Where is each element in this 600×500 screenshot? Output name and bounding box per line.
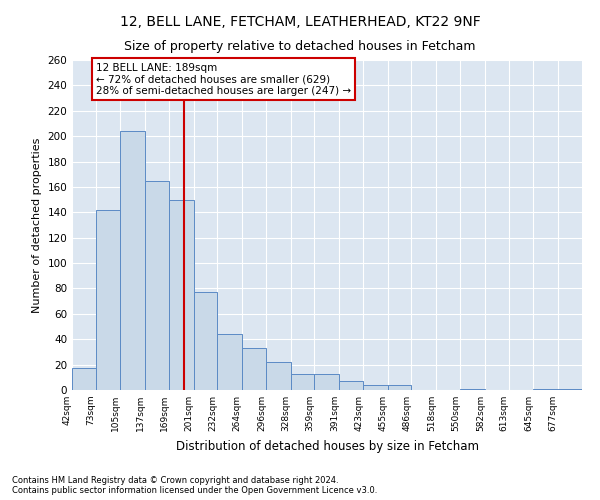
Bar	[314, 374, 339, 390]
Bar	[557, 388, 582, 390]
Bar	[388, 385, 412, 390]
X-axis label: Distribution of detached houses by size in Fetcham: Distribution of detached houses by size …	[176, 440, 479, 452]
Text: 12, BELL LANE, FETCHAM, LEATHERHEAD, KT22 9NF: 12, BELL LANE, FETCHAM, LEATHERHEAD, KT2…	[119, 15, 481, 29]
Bar	[194, 292, 217, 390]
Bar	[72, 368, 96, 390]
Bar	[266, 362, 290, 390]
Bar	[364, 385, 388, 390]
Bar	[145, 180, 169, 390]
Text: 12 BELL LANE: 189sqm
← 72% of detached houses are smaller (629)
28% of semi-deta: 12 BELL LANE: 189sqm ← 72% of detached h…	[96, 62, 351, 96]
Bar	[533, 388, 557, 390]
Bar	[242, 348, 266, 390]
Text: Size of property relative to detached houses in Fetcham: Size of property relative to detached ho…	[124, 40, 476, 53]
Text: Contains HM Land Registry data © Crown copyright and database right 2024.
Contai: Contains HM Land Registry data © Crown c…	[12, 476, 377, 495]
Bar	[169, 200, 194, 390]
Bar	[96, 210, 120, 390]
Bar	[290, 374, 314, 390]
Bar	[120, 131, 145, 390]
Bar	[460, 388, 485, 390]
Bar	[217, 334, 242, 390]
Bar	[339, 381, 364, 390]
Y-axis label: Number of detached properties: Number of detached properties	[32, 138, 42, 312]
